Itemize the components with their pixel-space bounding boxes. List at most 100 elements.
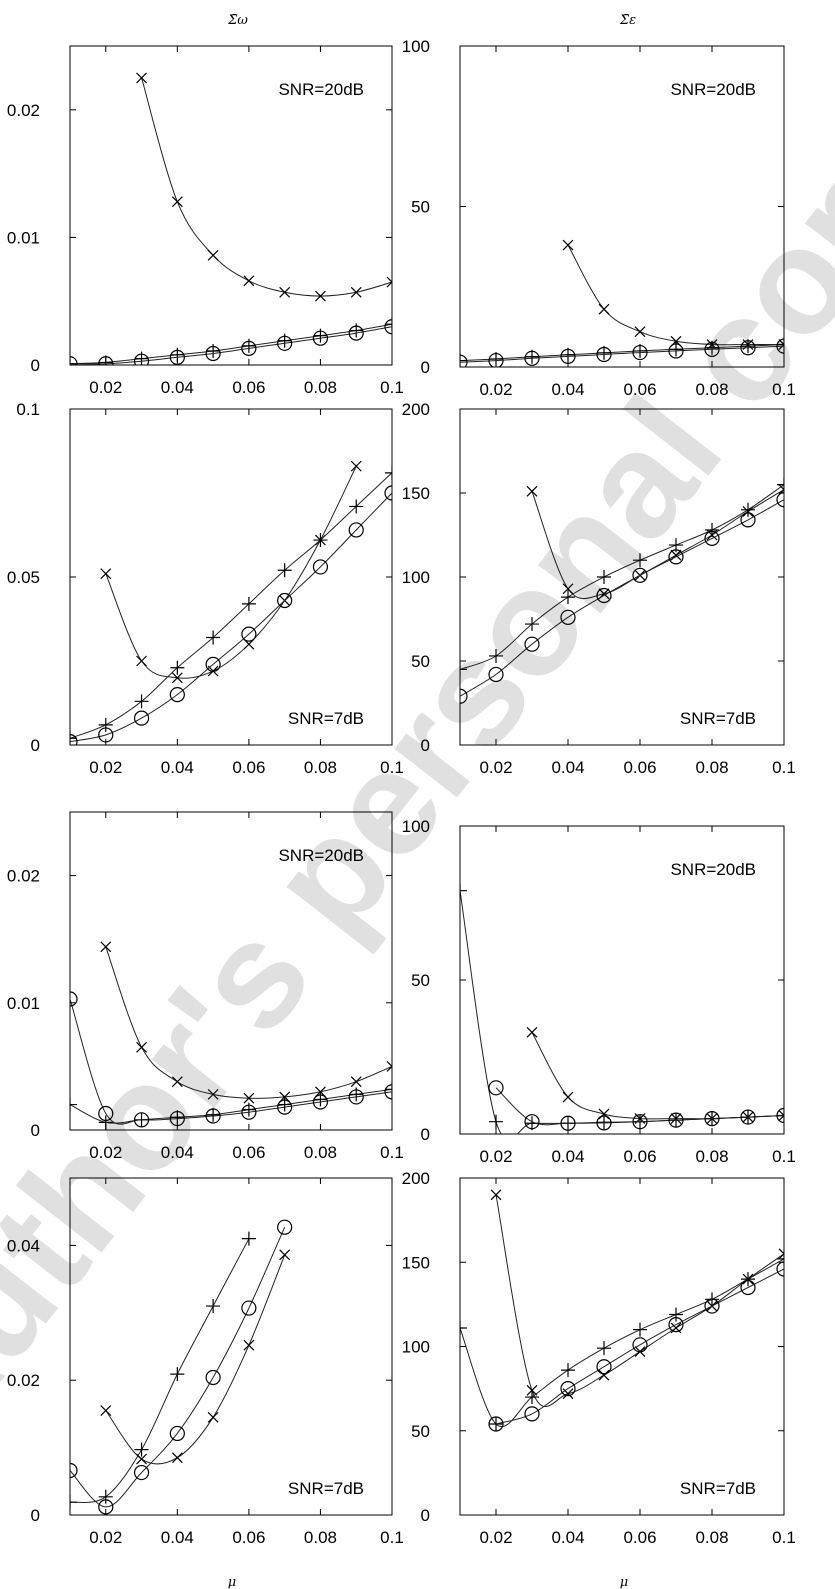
data-point-circle [776,1261,784,1277]
data-point-circle [460,688,468,704]
data-point-plus [70,731,77,745]
column-title-left: Σ̄ω [227,13,248,28]
data-point-plus [206,630,221,645]
data-point-circle [312,559,329,575]
data-point-circle [596,1359,612,1375]
y-tick-label: 50 [411,652,430,671]
y-tick-label: 0 [421,1506,430,1525]
snr-annotation: SNR=7dB [680,1479,756,1498]
data-point-x [562,239,574,251]
y-tick-label: 150 [402,484,430,503]
x-tick-label: 0.04 [551,1528,584,1547]
data-point-plus [525,349,539,364]
data-point-circle [668,549,684,565]
series-line-+ [460,344,784,362]
data-point-plus [489,351,503,366]
data-point-plus [525,1390,539,1405]
data-point-circle [205,345,221,362]
data-point-plus [170,660,185,675]
data-point-plus [277,563,292,578]
data-point-circle [169,1425,185,1442]
series-line-+ [460,1258,784,1428]
y-tick-label: 0 [421,736,430,755]
chart-panel-4: 0.02 0.04 0.06 0.08 0.1 0 50 100 150 200 SNR=7dB [402,400,796,777]
series-line-x [531,1032,784,1120]
data-point-circle [277,1219,293,1235]
data-point-circle [384,319,392,335]
data-point-plus [597,345,611,360]
data-point-x [778,1110,784,1121]
series-line-o [495,1087,784,1126]
series-line-+ [70,472,392,739]
y-tick-label: 0.05 [7,568,40,587]
data-point-circle [632,1114,648,1130]
data-point-plus [705,340,719,355]
data-point-x [279,286,291,298]
chart-panel-1: 0.02 0.04 0.06 0.08 0.1 0 0.01 0.02 SNR=20dB [7,45,404,397]
data-point-circle [133,1464,150,1481]
data-point-x [136,72,147,84]
x-tick-label: 0.06 [232,378,265,397]
data-point-circle [488,666,504,683]
data-point-x [778,339,784,350]
data-point-circle [241,626,257,642]
x-tick-label: 0.04 [551,1147,584,1166]
x-tick-label: 0.06 [232,1143,265,1162]
data-point-circle [488,1080,504,1096]
data-point-plus [241,596,256,611]
data-point-circle [740,1109,756,1125]
series-line-+ [70,1088,392,1124]
series-line-o [70,998,392,1125]
data-point-plus [241,1231,256,1246]
chart-panel-6: 0.02 0.04 0.06 0.08 0.1 0 50 100 SNR=20dB [402,817,796,1166]
data-point-plus [633,1322,647,1337]
y-tick-label: 0 [31,1121,40,1140]
y-tick-label: 0.01 [7,994,40,1013]
y-tick-label: 0.02 [7,867,40,886]
data-point-plus [777,337,784,352]
data-point-plus [460,662,467,677]
chart-panel-2: 0.02 0.04 0.06 0.08 0.1 0 50 100 SNR=20dB [402,37,796,399]
data-point-circle [632,1337,648,1353]
data-point-plus [460,883,467,898]
y-tick-label: 100 [402,817,430,836]
x-tick-label: 0.06 [232,758,265,777]
data-point-circle [70,991,78,1007]
data-point-plus [460,1320,467,1335]
x-tick-label: 0.04 [161,378,194,397]
x-tick-label: 0.04 [161,758,194,777]
data-point-circle [133,1112,150,1128]
data-point-circle [384,485,392,501]
y-tick-label: 200 [402,400,430,419]
data-point-circle [560,1115,576,1131]
data-point-x [207,1411,219,1423]
data-point-x [350,286,362,298]
x-tick-label: 0.06 [623,1528,656,1547]
data-point-circle [277,592,293,609]
data-point-circle [98,356,114,365]
data-point-x [171,672,183,684]
data-point-circle [460,354,468,367]
x-tick-label: 0.04 [551,380,584,399]
series-line-+ [460,484,784,670]
y-tick-label: 0.01 [7,228,40,247]
data-point-circle [348,1089,364,1105]
data-point-plus [170,1110,185,1125]
data-point-circle [312,1094,329,1110]
data-point-plus [98,1489,113,1504]
data-point-circle [312,330,329,346]
series-line-+ [70,323,392,365]
data-point-x [243,1092,255,1104]
data-point-plus [597,570,611,584]
data-point-circle [241,1104,257,1120]
data-point-plus [134,1442,149,1457]
data-point-circle [205,1108,221,1124]
data-point-x [136,655,147,667]
data-point-plus [489,648,503,663]
data-point-circle [384,1084,392,1100]
x-tick-label: 0.02 [479,1528,512,1547]
y-tick-label: 100 [402,37,430,56]
x-tick-label: 0.1 [380,378,404,397]
y-tick-label: 0.02 [7,101,40,120]
